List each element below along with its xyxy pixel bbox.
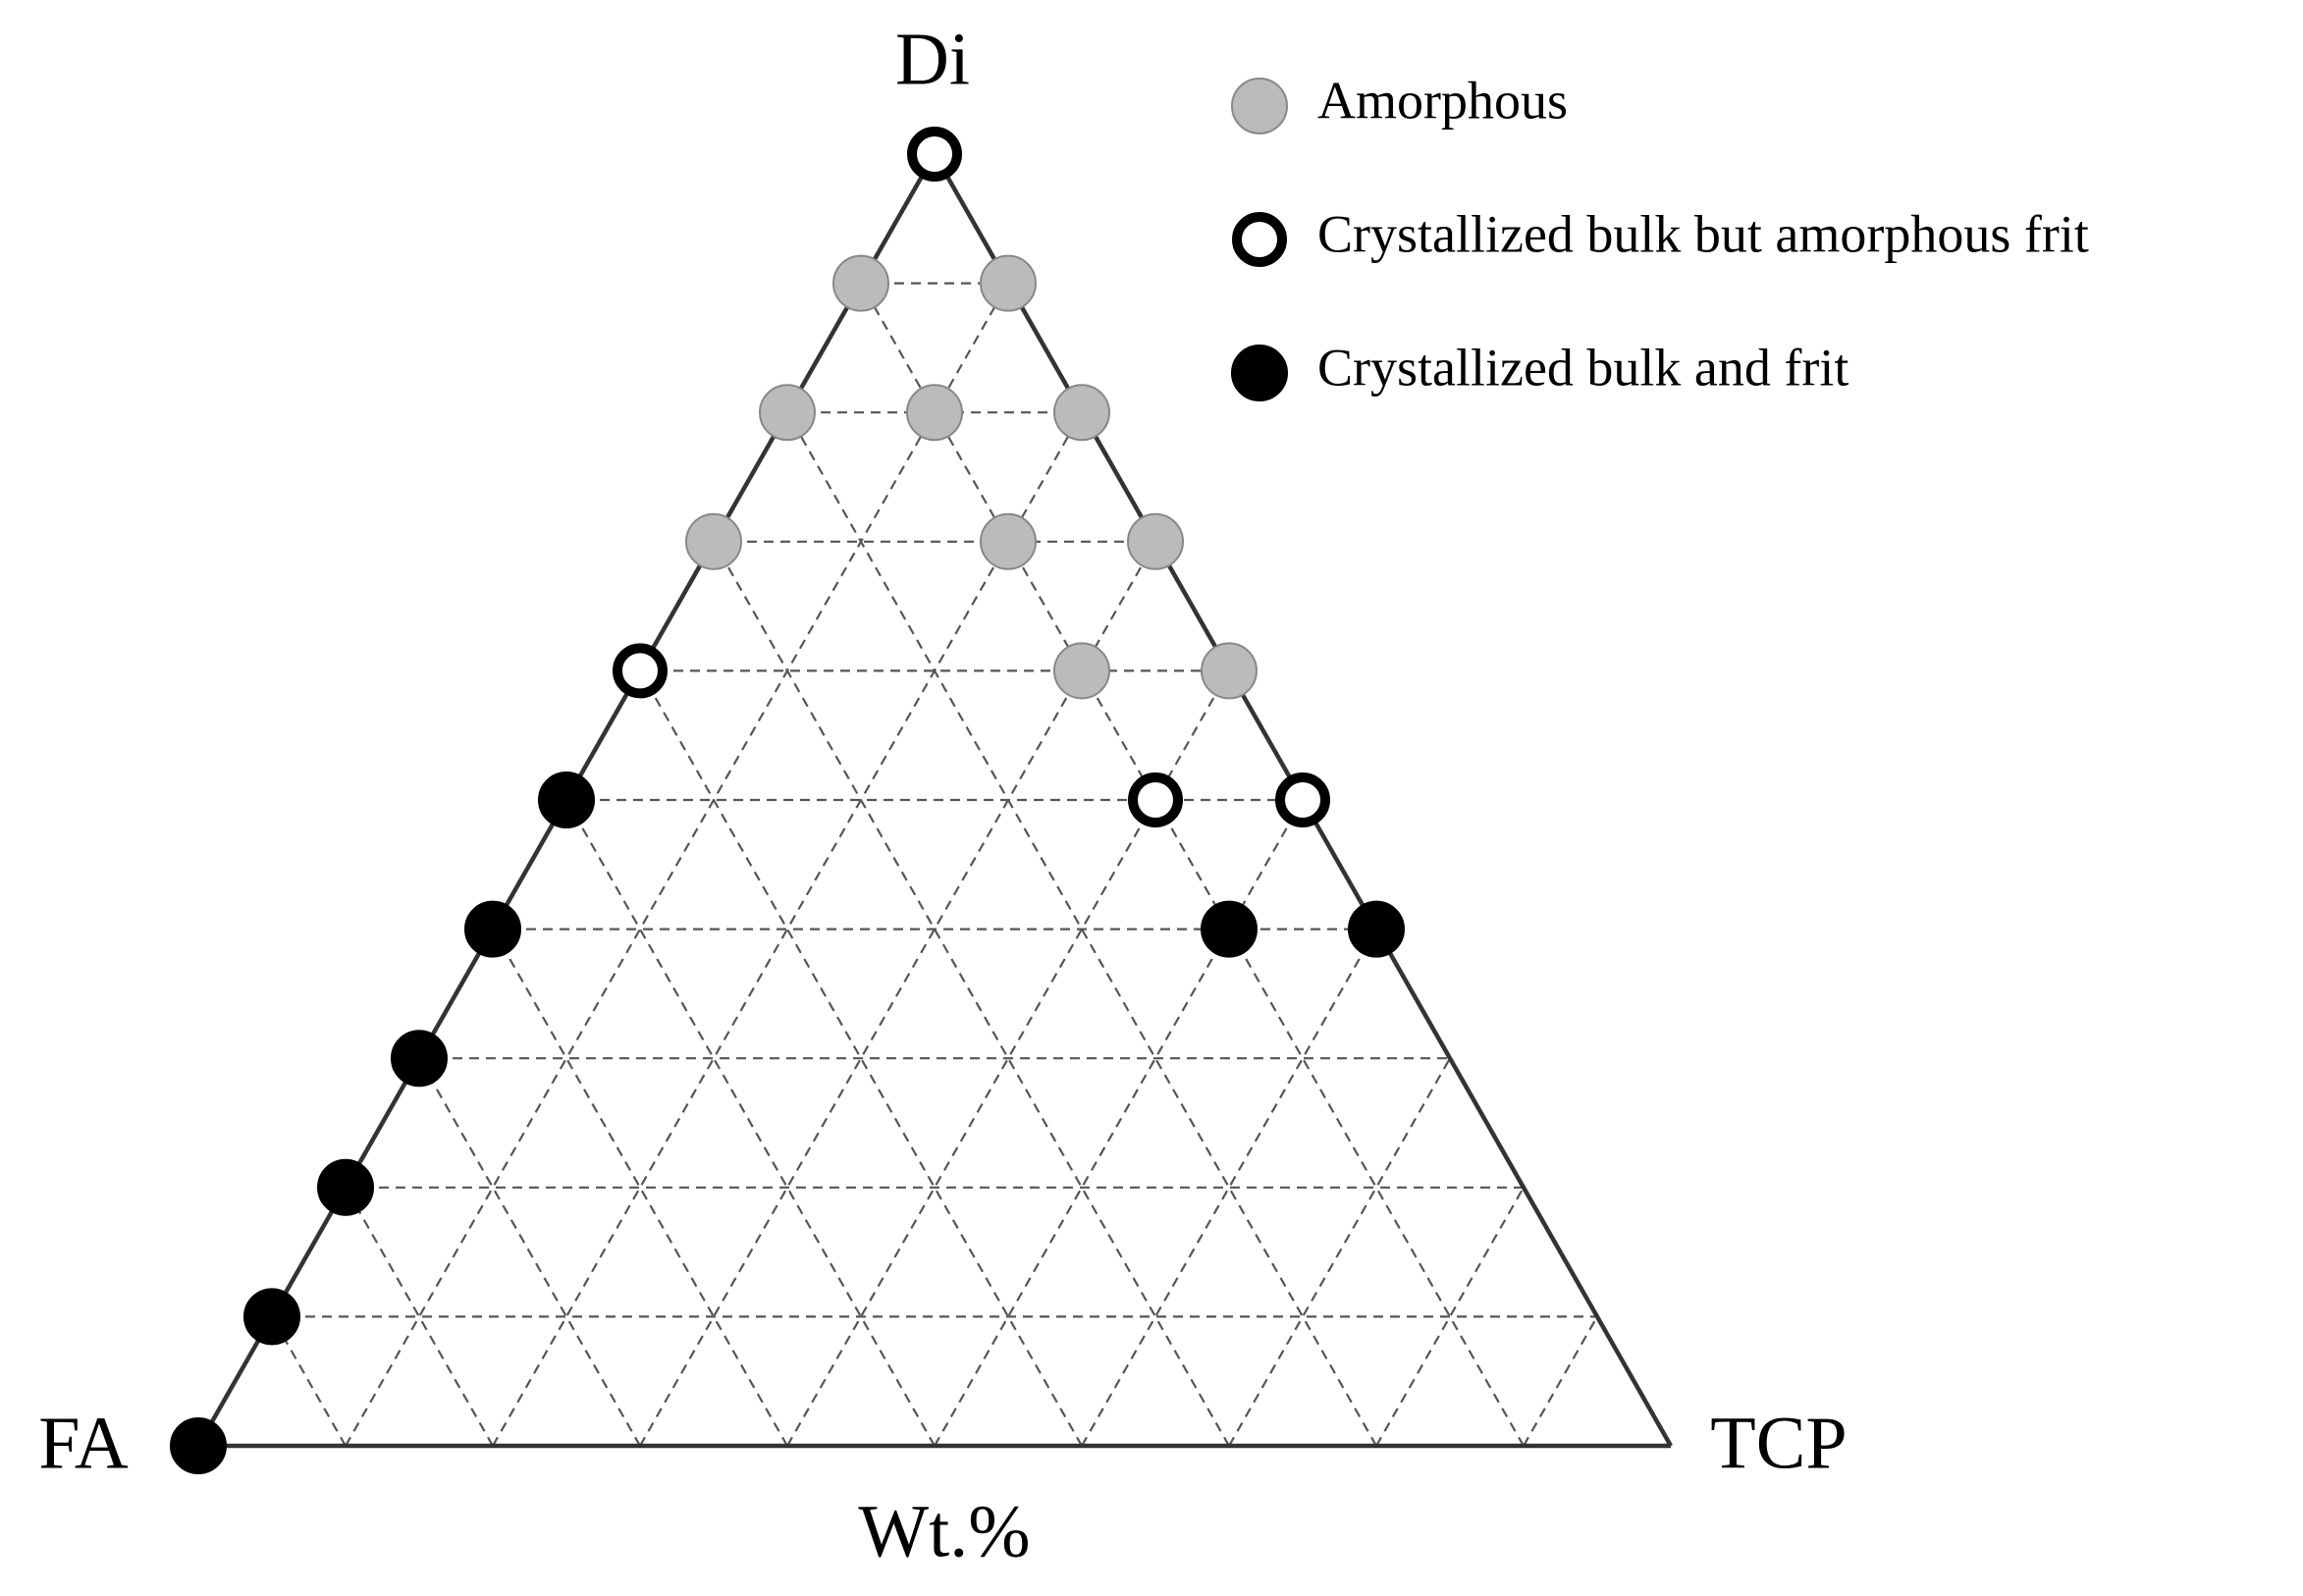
legend-marker [1231, 345, 1288, 401]
grid-line-fa [713, 541, 1230, 1447]
legend-marker [1232, 212, 1287, 267]
grid-line-tcp [345, 283, 1009, 1447]
grid-line-tcp [934, 799, 1304, 1447]
point [391, 1030, 448, 1088]
point [317, 1158, 374, 1216]
grid-line-fa [786, 411, 1377, 1447]
point [1053, 642, 1110, 700]
point [170, 1417, 227, 1474]
point [613, 643, 668, 699]
point [243, 1288, 300, 1346]
grid-line-tcp [1228, 1057, 1451, 1447]
legend-label: Crystallized bulk and frit [1317, 338, 1848, 397]
legend-label: Amorphous [1317, 71, 1568, 130]
point [1201, 642, 1258, 700]
point [980, 512, 1037, 570]
point [685, 512, 742, 570]
point [538, 771, 595, 828]
point [832, 254, 889, 312]
point [1127, 512, 1184, 570]
grid-line-tcp [639, 541, 1156, 1447]
point [1275, 772, 1330, 827]
point [464, 900, 521, 958]
legend-marker [1231, 78, 1288, 134]
point [980, 254, 1037, 312]
point [1348, 900, 1405, 958]
point [759, 384, 816, 442]
vertex-label-right: TCP [1710, 1402, 1847, 1484]
vertex-label-top: Di [895, 18, 970, 100]
grid-line-tcp [1523, 1315, 1598, 1447]
grid-line-tcp [492, 411, 1083, 1447]
grid-line-fa [639, 669, 1083, 1447]
legend-label: Crystallized bulk but amorphous frit [1317, 204, 2089, 263]
point [1201, 900, 1258, 958]
point [907, 127, 962, 182]
axis-label: Wt.% [858, 1490, 1030, 1572]
vertex-label-left: FA [38, 1402, 129, 1484]
point [1128, 772, 1183, 827]
grid-line-fa [565, 799, 936, 1447]
grid-line-fa [418, 1057, 641, 1447]
grid-line-fa [860, 283, 1525, 1447]
point [906, 384, 963, 442]
point [1053, 384, 1110, 442]
